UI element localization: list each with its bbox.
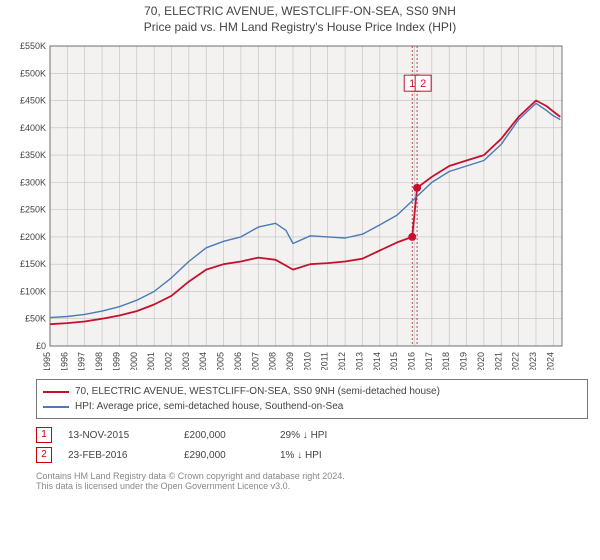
legend-label: 70, ELECTRIC AVENUE, WESTCLIFF-ON-SEA, S… [75, 384, 440, 399]
svg-text:2007: 2007 [250, 352, 260, 370]
transaction-row: 2 23-FEB-2016 £290,000 1% ↓ HPI [36, 445, 588, 465]
svg-text:2013: 2013 [354, 352, 364, 370]
svg-text:2015: 2015 [389, 352, 399, 370]
transaction-date: 13-NOV-2015 [68, 430, 168, 441]
svg-text:2018: 2018 [441, 352, 451, 370]
svg-text:£0: £0 [36, 341, 46, 351]
svg-text:£100K: £100K [20, 286, 46, 296]
svg-text:£450K: £450K [20, 96, 46, 106]
transaction-marker: 1 [36, 427, 52, 443]
svg-text:£500K: £500K [20, 68, 46, 78]
svg-text:1995: 1995 [42, 352, 52, 370]
svg-text:2011: 2011 [320, 352, 330, 370]
svg-text:£200K: £200K [20, 232, 46, 242]
footer-line-2: This data is licensed under the Open Gov… [36, 481, 588, 491]
svg-text:2022: 2022 [511, 352, 521, 370]
svg-text:£250K: £250K [20, 205, 46, 215]
svg-text:2021: 2021 [493, 352, 503, 370]
chart-area: £0 £50K £100K £150K £200K £250K £300K £350K £400… [10, 40, 588, 373]
svg-text:2012: 2012 [337, 352, 347, 370]
footer-attribution: Contains HM Land Registry data © Crown c… [36, 471, 588, 491]
transaction-date: 23-FEB-2016 [68, 450, 168, 461]
svg-text:2006: 2006 [233, 352, 243, 370]
svg-text:1996: 1996 [59, 352, 69, 370]
transaction-price: £290,000 [184, 450, 264, 461]
transaction-delta: 1% ↓ HPI [280, 450, 322, 461]
legend-label: HPI: Average price, semi-detached house,… [75, 399, 343, 414]
line-chart: £0 £50K £100K £150K £200K £250K £300K £350K £400… [10, 40, 570, 370]
svg-text:1: 1 [409, 78, 415, 90]
svg-text:2001: 2001 [146, 352, 156, 370]
svg-text:1998: 1998 [94, 352, 104, 370]
title-line-1: 70, ELECTRIC AVENUE, WESTCLIFF-ON-SEA, S… [0, 4, 600, 18]
legend-item: 70, ELECTRIC AVENUE, WESTCLIFF-ON-SEA, S… [43, 384, 581, 399]
svg-text:£550K: £550K [20, 41, 46, 51]
transaction-marker: 2 [36, 447, 52, 463]
svg-text:2005: 2005 [216, 352, 226, 370]
svg-text:£350K: £350K [20, 150, 46, 160]
legend-swatch [43, 391, 69, 393]
legend: 70, ELECTRIC AVENUE, WESTCLIFF-ON-SEA, S… [36, 379, 588, 419]
chart-title-block: 70, ELECTRIC AVENUE, WESTCLIFF-ON-SEA, S… [0, 0, 600, 34]
svg-text:2: 2 [420, 78, 426, 90]
svg-text:£300K: £300K [20, 177, 46, 187]
svg-text:2023: 2023 [528, 352, 538, 370]
transaction-delta: 29% ↓ HPI [280, 430, 327, 441]
svg-text:2003: 2003 [181, 352, 191, 370]
legend-swatch [43, 406, 69, 408]
svg-text:2019: 2019 [459, 352, 469, 370]
svg-text:1999: 1999 [111, 352, 121, 370]
svg-text:2010: 2010 [302, 352, 312, 370]
svg-text:2016: 2016 [406, 352, 416, 370]
svg-text:£150K: £150K [20, 259, 46, 269]
svg-text:£400K: £400K [20, 123, 46, 133]
svg-text:2014: 2014 [372, 352, 382, 370]
svg-text:2024: 2024 [545, 352, 555, 370]
title-line-2: Price paid vs. HM Land Registry's House … [0, 20, 600, 34]
svg-text:1997: 1997 [77, 352, 87, 370]
svg-text:2008: 2008 [268, 352, 278, 370]
svg-text:2020: 2020 [476, 352, 486, 370]
svg-text:2000: 2000 [129, 352, 139, 370]
svg-text:2004: 2004 [198, 352, 208, 370]
transaction-price: £200,000 [184, 430, 264, 441]
footer-line-1: Contains HM Land Registry data © Crown c… [36, 471, 588, 481]
transactions-table: 1 13-NOV-2015 £200,000 29% ↓ HPI 2 23-FEB-201… [36, 425, 588, 465]
svg-text:2017: 2017 [424, 352, 434, 370]
svg-text:2002: 2002 [163, 352, 173, 370]
svg-text:2009: 2009 [285, 352, 295, 370]
legend-item: HPI: Average price, semi-detached house,… [43, 399, 581, 414]
transaction-row: 1 13-NOV-2015 £200,000 29% ↓ HPI [36, 425, 588, 445]
svg-text:£50K: £50K [25, 314, 46, 324]
